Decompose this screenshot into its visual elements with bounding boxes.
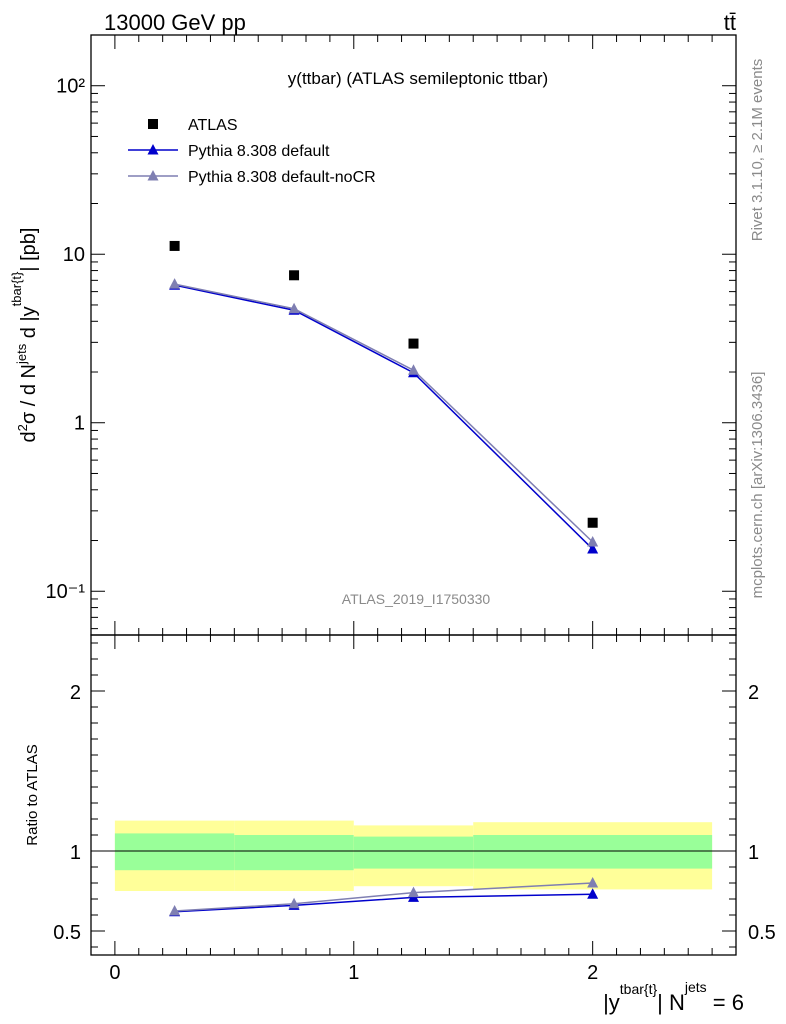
ratio-line bbox=[174, 882, 593, 912]
ratio-y-tick-label-left: 0.5 bbox=[53, 922, 81, 944]
main-axis-ticks: 10⁻¹ 1 10 10² bbox=[46, 34, 736, 635]
atlas-data-point bbox=[587, 517, 598, 528]
ratio-x-tick-label: 2 bbox=[587, 962, 598, 984]
mcplots-reference-label: mcplots.cern.ch [arXiv:1306.3436] bbox=[749, 372, 766, 599]
legend-marker bbox=[147, 170, 159, 181]
rivet-version-label: Rivet 3.1.10, ≥ 2.1M events bbox=[749, 59, 766, 242]
ratio-point bbox=[587, 877, 599, 888]
mc-point bbox=[288, 302, 300, 314]
ratio-y-axis-label: Ratio to ATLAS bbox=[24, 744, 41, 845]
header-process-label: tt̄ bbox=[724, 10, 736, 35]
mc-point bbox=[587, 543, 599, 554]
ratio-point bbox=[169, 905, 181, 916]
svg-text:d2σ / d Njets d |ytbar{t}| [pb: d2σ / d Njets d |ytbar{t}| [pb] bbox=[9, 228, 40, 443]
main-panel: 10⁻¹ 1 10 10² y(ttbar) (ATLAS semileptonic … bbox=[9, 34, 737, 636]
ratio-band-inner bbox=[473, 835, 713, 869]
mc-point bbox=[587, 536, 599, 547]
main-y-tick-label: 1 bbox=[74, 413, 85, 435]
atlas-data-point bbox=[289, 270, 300, 281]
legend-marker bbox=[148, 119, 158, 129]
ratio-x-tick-label: 0 bbox=[109, 962, 120, 984]
ratio-y-tick-label-right: 1 bbox=[748, 842, 759, 864]
ratio-axis-ticks: 0.5 0.5 1 1 2 2 0 1 2 bbox=[53, 635, 776, 984]
atlas-data-point bbox=[169, 240, 180, 251]
ratio-y-tick-label-right: 0.5 bbox=[748, 922, 776, 944]
mc-point bbox=[169, 278, 181, 289]
ratio-band-inner bbox=[234, 835, 354, 871]
ratio-point bbox=[587, 888, 599, 899]
analysis-watermark: ATLAS_2019_I1750330 bbox=[342, 591, 491, 607]
main-y-tick-label: 10 bbox=[63, 244, 85, 266]
ratio-y-tick-label-right: 2 bbox=[748, 682, 759, 704]
ratio-plot-content bbox=[91, 820, 736, 917]
ratio-x-tick-label: 1 bbox=[348, 962, 359, 984]
legend-label: Pythia 8.308 default-noCR bbox=[188, 169, 376, 186]
ratio-band-inner bbox=[114, 833, 235, 871]
ratio-panel-frame bbox=[90, 634, 737, 956]
ratio-point bbox=[288, 897, 300, 909]
ratio-panel: 0.5 0.5 1 1 2 2 0 1 2 Ratio to ATLAS |ytbar{t}| … bbox=[24, 634, 776, 1015]
legend-label: Pythia 8.308 default bbox=[188, 143, 330, 160]
atlas-data-point bbox=[408, 338, 419, 349]
ratio-band-inner bbox=[353, 836, 474, 869]
main-line-pythia-8-308-default-nocr bbox=[174, 283, 594, 543]
ratio-line bbox=[174, 893, 593, 913]
mc-point bbox=[408, 364, 419, 375]
main-plot-content bbox=[169, 240, 599, 554]
ratio-point bbox=[408, 886, 419, 898]
legend-marker bbox=[147, 144, 159, 155]
main-plot-title: y(ttbar) (ATLAS semileptonic ttbar) bbox=[288, 69, 548, 88]
main-line-pythia-8-308-default bbox=[174, 284, 594, 550]
ratio-y-tick-label-left: 2 bbox=[70, 682, 81, 704]
legend-label: ATLAS bbox=[188, 117, 238, 134]
legend: ATLAS Pythia 8.308 default Pythia 8.308 de… bbox=[128, 117, 376, 186]
main-y-tick-label: 10⁻¹ bbox=[46, 581, 86, 603]
main-y-tick-label: 10² bbox=[56, 76, 85, 98]
header-energy-label: 13000 GeV pp bbox=[104, 10, 246, 35]
ratio-y-tick-label-left: 1 bbox=[70, 842, 81, 864]
svg-text:|ytbar{t}| Njets = 6: |ytbar{t}| Njets = 6 bbox=[603, 979, 744, 1015]
main-y-axis-label: d2σ / d Njets d |ytbar{t}| [pb] bbox=[9, 228, 40, 443]
ratio-x-axis-label: |ytbar{t}| Njets = 6 bbox=[603, 979, 744, 1015]
